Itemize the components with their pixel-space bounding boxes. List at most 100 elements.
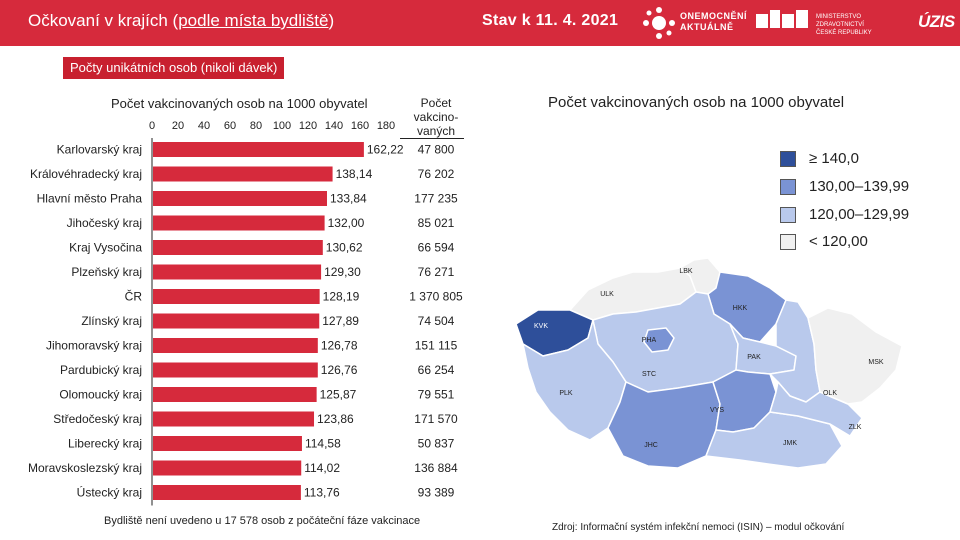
bar-value-label: 128,19 [323, 290, 360, 304]
bar [153, 411, 315, 427]
x-tick-label: 40 [198, 120, 210, 132]
category-label: Olomoucký kraj [59, 388, 142, 402]
category-label: Liberecký kraj [68, 437, 142, 451]
x-tick-label: 0 [149, 120, 155, 132]
subtitle-box: Počty unikátních osob (nikoli dávek) [63, 57, 285, 79]
bar-value-label: 132,00 [328, 216, 365, 230]
vaccinated-count: 151 115 [415, 339, 458, 353]
vaccinated-count: 85 021 [418, 216, 455, 230]
map-title: Počet vakcinovaných osob na 1000 obyvate… [548, 94, 845, 111]
onemocneni-aktualne-logo: ONEMOCNĚNÍ AKTUÁLNĚ [642, 6, 752, 40]
category-label: ČR [125, 289, 143, 304]
map-region-jhc [607, 381, 721, 469]
vaccinated-count: 74 504 [418, 314, 455, 328]
vaccinated-count: 136 884 [414, 461, 458, 475]
virus-icon [643, 7, 675, 39]
category-label: Zlínský kraj [81, 314, 142, 328]
bar-value-label: 126,76 [321, 363, 358, 377]
map-label-stc: STC [642, 371, 656, 378]
map-label-pak: PAK [747, 354, 761, 361]
bar-value-label: 130,62 [326, 241, 363, 255]
bar [153, 191, 327, 206]
x-tick-label: 100 [273, 120, 291, 132]
category-label: Jihomoravský kraj [46, 339, 142, 353]
count-header-rule [400, 138, 464, 139]
map-label-vys: VYS [710, 407, 724, 414]
vaccinated-count: 76 271 [418, 265, 455, 279]
x-tick-label: 60 [224, 120, 236, 132]
category-label: Karlovarský kraj [57, 143, 142, 157]
category-label: Plzeňský kraj [71, 265, 142, 279]
page-title: Očkovaní v krajích (podle místa bydliště… [28, 11, 335, 30]
legend-swatch-2 [780, 179, 796, 195]
map-label-kvk: KVK [534, 323, 548, 330]
x-tick-label: 120 [299, 120, 317, 132]
map-region-pha [643, 327, 675, 353]
category-label: Středočeský kraj [53, 412, 142, 426]
vaccinated-count: 66 594 [418, 241, 455, 255]
x-tick-label: 20 [172, 120, 184, 132]
category-label: Královéhradecký kraj [30, 167, 142, 181]
bar [153, 313, 320, 329]
map-label-jmk: JMK [783, 440, 797, 447]
date-label: Stav k 11. 4. 2021 [482, 12, 619, 29]
legend-label-2: 130,00–139,99 [809, 178, 910, 195]
map-label-olk: OLK [823, 390, 837, 397]
legend-swatch-3 [780, 207, 796, 223]
choropleth-map: LBK ULK HKK KVK PHA PAK MSK STC PLK OLK … [515, 257, 903, 469]
footnote-unassigned: Bydliště není uvedeno u 17 578 osob z po… [104, 515, 421, 527]
x-tick-label: 180 [377, 120, 395, 132]
category-label: Pardubický kraj [60, 363, 142, 377]
bar-value-label: 129,30 [324, 265, 361, 279]
map-label-lbk: LBK [679, 268, 693, 275]
bar [153, 166, 333, 182]
category-label: Hlavní město Praha [37, 192, 143, 206]
ministry-emblem-icon [756, 10, 808, 28]
map-label-zlk: ZLK [849, 424, 862, 431]
count-column-header: Počet vakcino-vaných [413, 96, 459, 138]
vaccinated-count: 93 389 [418, 486, 455, 500]
map-label-jhc: JHC [644, 442, 658, 449]
category-label: Jihočeský kraj [67, 216, 142, 230]
vaccinated-count: 50 837 [418, 437, 455, 451]
legend-label-1: ≥ 140,0 [809, 150, 859, 167]
bar [153, 362, 318, 378]
bar-value-label: 114,02 [304, 461, 340, 475]
map-label-msk: MSK [868, 359, 884, 366]
x-tick-label: 140 [325, 120, 343, 132]
vaccinated-count: 79 551 [418, 388, 455, 402]
x-tick-label: 160 [351, 120, 369, 132]
category-label: Moravskoslezský kraj [28, 461, 142, 475]
bar-value-label: 113,76 [304, 486, 340, 500]
vaccinated-count: 47 800 [418, 143, 455, 157]
bar-value-label: 127,89 [322, 314, 359, 328]
map-region-jmk [705, 411, 843, 469]
map-region-msk [807, 307, 903, 405]
bar-chart: 0 20 40 60 80 100 120 140 160 180 Karlovarský kraj… [28, 120, 463, 506]
map-label-pha: PHA [642, 337, 657, 344]
vaccinated-count: 76 202 [418, 167, 455, 181]
category-label: Kraj Vysočina [69, 241, 142, 255]
bar [153, 289, 320, 304]
vaccinated-count: 1 370 805 [409, 290, 463, 304]
bar [153, 387, 317, 402]
map-label-hkk: HKK [733, 305, 748, 312]
bar [153, 215, 325, 231]
bar [153, 142, 364, 157]
bar-value-label: 125,87 [320, 388, 357, 402]
bar-value-label: 114,58 [305, 437, 341, 451]
map-label-ulk: ULK [600, 291, 614, 298]
vaccinated-count: 66 254 [418, 363, 455, 377]
bar-value-label: 138,14 [336, 167, 373, 181]
page-title-underlined: podle místa bydliště [178, 11, 329, 30]
ministry-logo: MINISTERSTVO ZDRAVOTNICTVÍ ČESKÉ REPUBLIK… [754, 6, 904, 40]
bar-value-label: 133,84 [330, 192, 367, 206]
vaccinated-count: 177 235 [414, 192, 458, 206]
bar-chart-title: Počet vakcinovaných osob na 1000 obyvate… [111, 96, 368, 111]
bar [153, 485, 301, 500]
bar [153, 264, 322, 280]
uzis-logo: ÚZIS [918, 12, 955, 31]
vaccinated-count: 171 570 [414, 412, 458, 426]
bar-value-label: 123,86 [317, 412, 354, 426]
header-bar: Očkovaní v krajích (podle místa bydliště… [0, 0, 960, 46]
